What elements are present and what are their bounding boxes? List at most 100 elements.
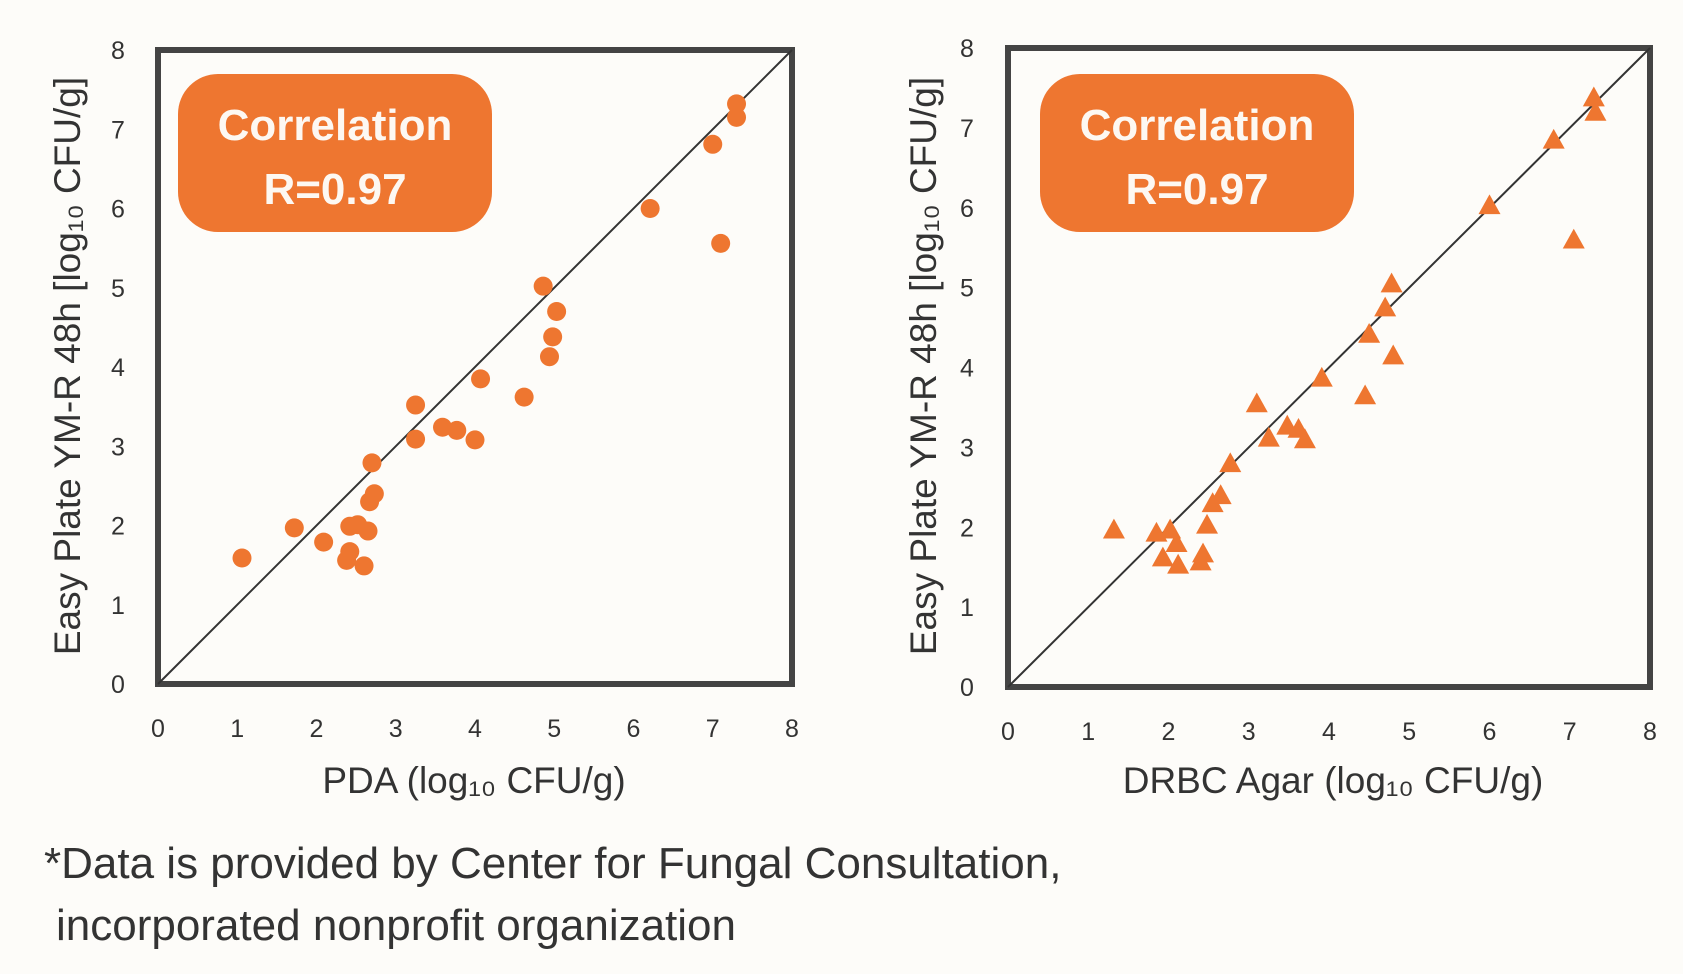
correlation-badge-value: R=0.97	[263, 165, 406, 214]
data-point	[1582, 86, 1605, 107]
y-tick-label: 7	[111, 116, 125, 144]
data-point	[284, 518, 304, 538]
chart-drbc: 0 1 2 3 4 5 6 7 8 0 1 2 3 4 5 6 7 8 Correlation R=0.97 DR…	[903, 35, 1657, 801]
chart-pda-ticks: 0 1 2 3 4 5 6 7 8 0 1 2 3 4 5 6 7 8	[111, 37, 799, 743]
data-point	[711, 233, 731, 253]
data-point	[1245, 392, 1268, 413]
y-axis-title: Easy Plate YM-R 48h [log₁₀ CFU/g]	[903, 77, 944, 655]
data-point	[340, 542, 360, 562]
y-tick-label: 1	[111, 592, 125, 620]
y-tick-label: 4	[111, 354, 125, 382]
y-tick-label: 0	[111, 671, 125, 699]
data-point	[1382, 344, 1405, 365]
data-point	[1380, 272, 1403, 293]
data-point	[1219, 452, 1242, 473]
data-point	[364, 484, 384, 504]
data-point	[1165, 532, 1188, 553]
data-point	[1257, 426, 1280, 447]
data-point	[1102, 518, 1125, 539]
x-tick-label: 2	[1162, 718, 1176, 746]
y-tick-label: 0	[960, 674, 974, 702]
y-tick-label: 8	[111, 37, 125, 65]
correlation-badge-title: Correlation	[1080, 101, 1315, 150]
correlation-badge-value: R=0.97	[1125, 165, 1268, 214]
data-point	[1478, 194, 1501, 215]
x-tick-label: 4	[468, 715, 482, 743]
x-tick-label: 6	[1483, 718, 1497, 746]
correlation-badge: Correlation R=0.97	[178, 74, 492, 232]
plot-frame	[1005, 45, 1653, 690]
data-point	[314, 532, 334, 552]
y-tick-label: 6	[111, 196, 125, 224]
data-point	[232, 548, 252, 568]
data-point	[358, 521, 378, 541]
y-tick-label: 7	[960, 115, 974, 143]
data-point	[514, 387, 534, 407]
data-point	[640, 199, 660, 218]
data-point	[1584, 100, 1607, 121]
x-tick-label: 5	[1402, 718, 1416, 746]
x-tick-label: 1	[230, 715, 244, 743]
correlation-badge-title: Correlation	[218, 101, 453, 150]
data-point	[1358, 322, 1381, 343]
plot-frame	[155, 47, 795, 687]
x-tick-label: 6	[627, 715, 641, 743]
x-tick-label: 7	[1563, 718, 1577, 746]
data-point	[1167, 553, 1190, 574]
data-point	[406, 395, 426, 415]
data-point	[354, 556, 374, 576]
data-point	[1374, 296, 1397, 317]
correlation-badge-bg	[178, 74, 492, 232]
x-tick-label: 5	[547, 715, 561, 743]
y-tick-label: 3	[111, 433, 125, 461]
data-point	[1192, 542, 1215, 563]
data-point	[539, 347, 559, 367]
y-tick-label: 2	[111, 513, 125, 541]
x-tick-label: 8	[1643, 718, 1657, 746]
y-axis-title: Easy Plate YM-R 48h [log₁₀ CFU/g]	[47, 77, 88, 655]
x-tick-label: 7	[706, 715, 720, 743]
y-tick-label: 6	[960, 195, 974, 223]
correlation-badge: Correlation R=0.97	[1040, 74, 1354, 232]
chart-drbc-points	[1102, 86, 1607, 574]
data-point	[1293, 428, 1316, 449]
chart-drbc-ticks: 0 1 2 3 4 5 6 7 8 0 1 2 3 4 5 6 7 8	[960, 35, 1657, 746]
footnote-line-2: incorporated nonprofit organization	[56, 901, 737, 950]
x-tick-label: 1	[1081, 718, 1095, 746]
x-tick-label: 3	[389, 715, 403, 743]
y-tick-label: 4	[960, 355, 974, 383]
footnote-line-1: *Data is provided by Center for Fungal C…	[44, 839, 1062, 888]
reference-line	[157, 49, 793, 685]
data-point	[1354, 384, 1377, 405]
chart-pda: 0 1 2 3 4 5 6 7 8 0 1 2 3 4 5 6 7 8 Correlation R=0.97 PD…	[47, 37, 799, 801]
y-tick-label: 5	[111, 275, 125, 303]
data-point	[433, 417, 453, 437]
x-tick-label: 2	[310, 715, 324, 743]
data-point	[447, 420, 467, 440]
data-point	[465, 430, 485, 450]
x-tick-label: 0	[151, 715, 165, 743]
data-point	[1151, 546, 1174, 567]
data-point	[703, 134, 723, 154]
data-point	[1310, 366, 1333, 387]
data-point	[1159, 518, 1182, 539]
data-point	[1562, 228, 1585, 249]
data-point	[1542, 128, 1565, 149]
correlation-badge-bg	[1040, 74, 1354, 232]
x-tick-label: 8	[785, 715, 799, 743]
chart-pda-points	[232, 94, 747, 576]
data-point	[1196, 513, 1219, 534]
data-point	[533, 276, 553, 296]
x-tick-label: 0	[1001, 718, 1015, 746]
x-axis-title: DRBC Agar (log₁₀ CFU/g)	[1123, 760, 1544, 801]
y-tick-label: 1	[960, 594, 974, 622]
data-point	[543, 327, 563, 347]
y-tick-label: 3	[960, 434, 974, 462]
data-point	[547, 302, 567, 322]
x-tick-label: 3	[1242, 718, 1256, 746]
x-axis-title: PDA (log₁₀ CFU/g)	[322, 760, 625, 801]
y-tick-label: 8	[960, 35, 974, 63]
data-point	[1209, 484, 1232, 505]
data-point	[727, 107, 747, 127]
